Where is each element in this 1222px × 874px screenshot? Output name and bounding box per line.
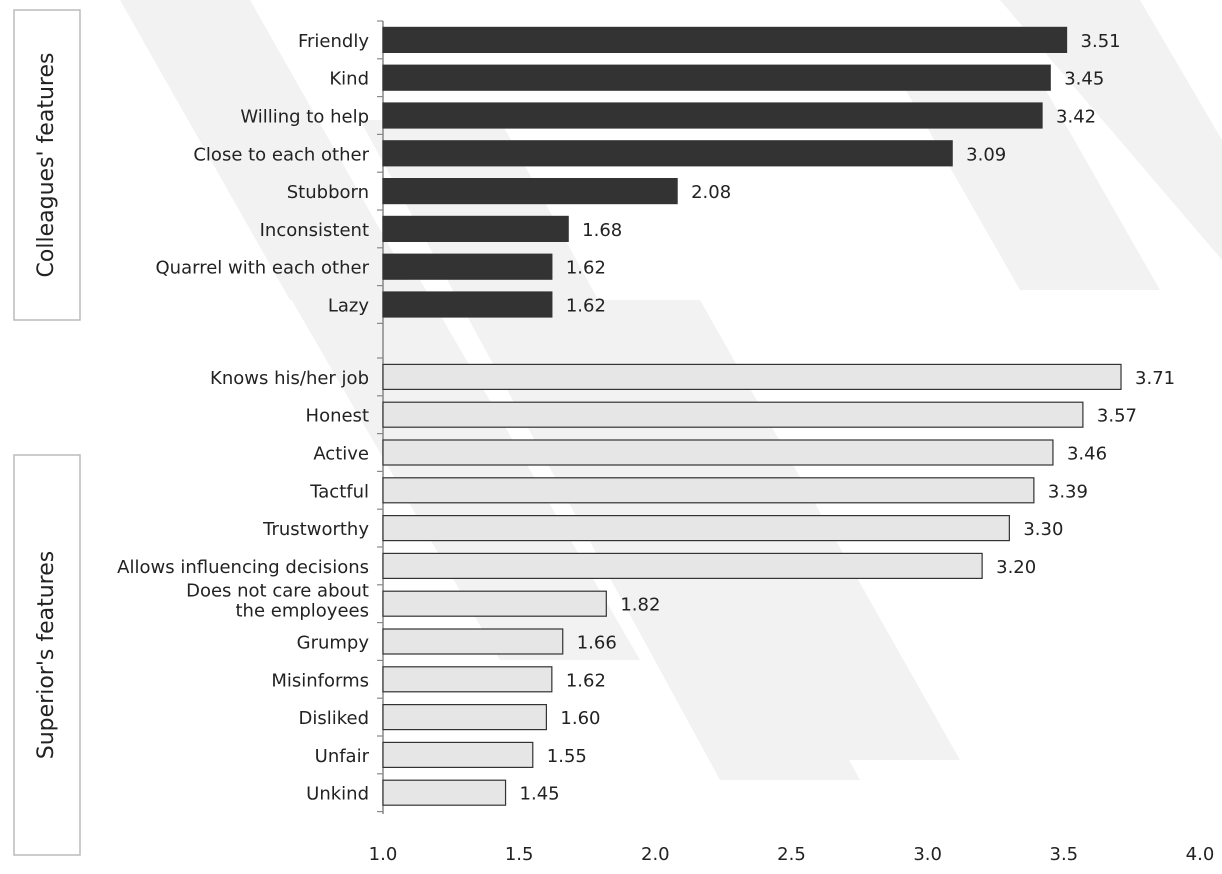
category-label: Honest [306,406,369,427]
bar [382,590,607,617]
value-label: 3.51 [1081,31,1121,52]
bar [382,140,953,167]
bar [382,363,1122,390]
x-tick-label: 1.5 [505,844,534,865]
category-label: Trustworthy [262,519,369,540]
value-label: 2.08 [691,182,731,203]
category-label: Tactful [309,481,369,502]
group-frame [13,454,81,856]
watermark-shape-5 [900,80,1160,290]
value-label: 1.68 [582,220,622,241]
bars [382,26,1122,806]
category-label: Knows his/her job [210,368,369,389]
category-label: Quarrel with each other [156,258,370,279]
category-label: Close to each other [193,144,369,165]
bar [382,703,547,731]
category-label: Grumpy [297,633,370,654]
value-label: 1.55 [547,746,587,767]
value-label: 1.60 [560,708,600,729]
bar [382,552,983,580]
value-label: 1.45 [520,784,560,805]
bar [382,102,1043,129]
labels: 1.0 1.5 2.0 2.5 3.0 3.5 4.0 Colleagues' feature… [34,31,1214,865]
value-label: 3.42 [1056,107,1096,128]
bar [382,178,678,205]
value-label: 3.57 [1097,406,1137,427]
value-label: 1.62 [566,258,606,279]
bar [382,64,1051,91]
category-label: Lazy [328,296,370,317]
bar [382,741,534,769]
value-label: 3.09 [966,144,1006,165]
value-label: 1.82 [620,595,660,616]
value-label: 1.66 [577,633,617,654]
category-label: Allows influencing decisions [117,557,369,578]
category-label: Active [313,444,369,465]
value-label: 1.62 [566,296,606,317]
category-label: Kind [329,69,369,90]
x-tick-label: 1.0 [369,844,398,865]
category-label: Willing to help [240,107,369,128]
bar [382,291,553,318]
bar [382,779,507,806]
group-frame [13,9,81,321]
category-label: Misinforms [271,670,369,691]
bar [382,253,553,280]
value-label: 3.45 [1064,69,1104,90]
category-label: Unkind [306,784,369,805]
value-label: 3.46 [1067,444,1107,465]
x-tick-label: 3.0 [913,844,942,865]
group-title: Superior's features [34,551,59,759]
watermark-shape-4 [1000,0,1222,260]
category-label: Does not care about [186,581,369,602]
bar [382,514,1010,542]
x-tick-label: 2.5 [777,844,806,865]
bar [382,26,1068,53]
bar [382,215,569,242]
value-label: 3.30 [1023,519,1063,540]
value-label: 3.20 [996,557,1036,578]
category-label: Friendly [298,31,369,52]
x-tick-label: 3.5 [1050,844,1079,865]
x-tick-label: 4.0 [1186,844,1215,865]
bar [382,439,1054,466]
x-tick-label: 2.0 [641,844,670,865]
watermark-shape-0 [120,0,420,300]
value-label: 3.71 [1135,368,1175,389]
category-label: Inconsistent [260,220,369,241]
bar [382,666,553,693]
bar [382,477,1035,504]
bar [382,401,1084,428]
category-label: Stubborn [287,182,369,203]
category-label: Unfair [315,746,370,767]
category-label: Disliked [298,708,369,729]
value-label: 3.39 [1048,481,1088,502]
group-frames [13,9,81,856]
category-label: the employees [236,601,370,622]
group-title: Colleagues' features [34,53,59,278]
bar [382,628,564,655]
value-label: 1.62 [566,670,606,691]
